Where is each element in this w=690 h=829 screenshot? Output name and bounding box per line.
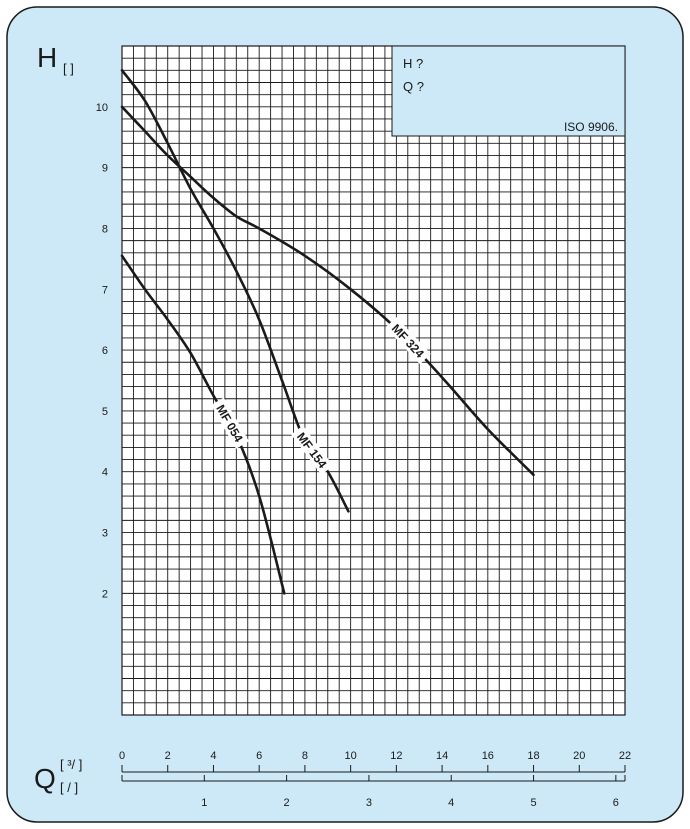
x-tick-label-secondary: 1 xyxy=(201,797,207,809)
x-tick-label-primary: 6 xyxy=(256,750,262,762)
y-tick-label: 6 xyxy=(102,345,108,357)
y-tick-label: 3 xyxy=(102,528,108,540)
x-tick-label-primary: 12 xyxy=(390,750,402,762)
x-tick-label-primary: 18 xyxy=(527,750,539,762)
x-tick-label-secondary: 3 xyxy=(366,797,372,809)
curve-label-bg xyxy=(291,425,334,475)
y-tick-label: 5 xyxy=(102,406,108,418)
x-tick-label-secondary: 5 xyxy=(530,797,536,809)
x-tick-label-primary: 8 xyxy=(302,750,308,762)
curve-label-bg xyxy=(210,397,250,449)
plot-border xyxy=(121,45,626,716)
y-tick-label: 2 xyxy=(102,588,108,600)
x-tick-label-primary: 2 xyxy=(165,750,171,762)
legend-flow-line: Q ? xyxy=(403,79,424,94)
x-tick-label-primary: 14 xyxy=(436,750,448,762)
y-axis-symbol: H xyxy=(37,42,57,73)
legend-box xyxy=(391,45,626,137)
curve-mf054 xyxy=(120,254,286,595)
x-tick-label-primary: 20 xyxy=(573,750,585,762)
plot-area xyxy=(121,45,626,716)
x-tick-label-primary: 22 xyxy=(619,750,631,762)
x-tick-label-secondary: 2 xyxy=(284,797,290,809)
x-axis-unit-bottom: [ / ] xyxy=(60,780,78,795)
y-axis-unit: [ ] xyxy=(63,61,74,76)
x-tick-label-primary: 16 xyxy=(482,750,494,762)
y-tick-label: 9 xyxy=(102,163,108,175)
y-tick-label: 7 xyxy=(102,284,108,296)
x-tick-label-primary: 0 xyxy=(119,750,125,762)
x-tick-label-primary: 4 xyxy=(210,750,216,762)
x-axis-symbol: Q xyxy=(34,763,56,794)
curve-mf324 xyxy=(120,105,535,477)
y-tick-label: 10 xyxy=(96,102,108,114)
y-tick-label: 8 xyxy=(102,223,108,235)
grid-lines xyxy=(121,45,626,716)
x-axis-unit-top: [ ³/ ] xyxy=(60,757,82,772)
x-tick-label-secondary: 4 xyxy=(448,797,454,809)
legend-standard: ISO 9906. xyxy=(564,120,618,134)
x-tick-label-secondary: 6 xyxy=(613,797,619,809)
legend-head-line: H ? xyxy=(403,56,423,71)
curve-label-bg xyxy=(385,317,431,365)
x-tick-label-primary: 10 xyxy=(345,750,357,762)
y-tick-label: 4 xyxy=(102,467,108,479)
